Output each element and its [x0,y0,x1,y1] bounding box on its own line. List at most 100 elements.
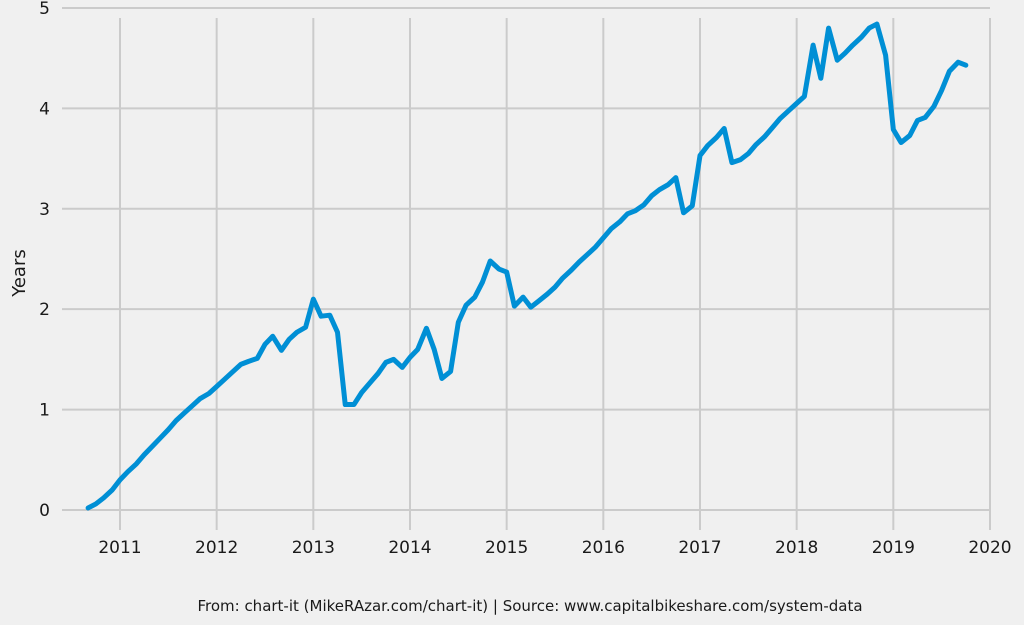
data-point [320,315,322,317]
source-caption: From: chart-it (MikeRAzar.com/chart-it) … [197,597,862,615]
x-tick-label: 2012 [195,538,238,558]
data-point [803,95,806,97]
data-point [385,361,387,363]
y-tick-label: 2 [39,300,50,320]
data-point [119,479,121,481]
data-point [216,385,218,388]
data-point [288,338,290,340]
data-point [570,269,573,271]
data-point [223,378,225,381]
data-point [329,314,331,316]
data-point [860,36,863,38]
data-point [562,277,564,279]
x-tick-label: 2018 [775,538,818,558]
data-point [595,246,597,248]
data-point [95,503,97,505]
data-point [240,363,242,365]
data-point [498,268,500,270]
data-point [764,135,766,138]
data-point [827,27,830,29]
y-tick-label: 1 [39,401,50,421]
data-point [127,471,129,473]
series-layer [85,21,969,511]
y-tick-label: 5 [39,0,50,19]
data-point [336,331,339,333]
data-point [796,102,798,104]
data-point [151,446,153,448]
data-point [377,372,379,375]
data-point [184,411,186,414]
data-point [530,306,532,308]
data-point [312,298,314,300]
data-point [457,321,459,323]
data-point [208,392,210,395]
data-point [619,221,621,223]
x-tick-label: 2017 [678,538,721,558]
data-point [272,335,274,337]
y-tick-label: 3 [39,200,50,220]
grid [62,7,991,530]
series-line-0 [85,21,969,511]
data-point [699,154,701,157]
data-point [506,271,508,273]
data-point [675,177,677,179]
data-point [852,44,854,46]
x-tick-label: 2015 [485,538,528,558]
data-point [634,210,636,212]
data-point [715,136,718,139]
data-point [546,293,548,295]
data-point [933,105,935,107]
data-point [554,286,556,288]
data-point [111,489,113,491]
data-point [522,296,524,298]
data-point [135,463,138,465]
data-point [392,358,395,360]
data-point [755,143,757,146]
data-point [175,420,177,422]
data-point [731,162,733,164]
data-point [474,296,476,298]
x-tick-label: 2016 [582,538,625,558]
data-point [441,377,443,380]
data-point [401,366,403,368]
data-point [900,141,902,144]
x-tick-label: 2020 [968,538,1011,558]
data-point [788,109,790,111]
x-axis-ticks: 2011 2012 2013 2014 2015 2016 2017 2018 2019 2020 [98,538,1011,558]
data-point [836,59,838,61]
data-point [602,237,604,239]
data-point [868,27,870,29]
data-point [948,70,951,72]
data-point [779,117,781,120]
data-point [353,403,355,406]
data-point [610,228,612,230]
data-point [361,391,363,394]
data-point [280,349,283,351]
data-point [957,61,959,63]
data-point [465,304,467,306]
data-point [909,134,911,137]
data-point [450,370,452,373]
data-point [667,184,669,186]
data-point [812,44,814,46]
data-point [916,119,919,122]
x-tick-label: 2019 [872,538,915,558]
data-point [409,356,411,358]
data-point [885,54,887,56]
data-point [87,507,89,509]
data-point [820,77,822,79]
data-point [143,454,145,456]
y-tick-label: 4 [39,99,50,119]
data-point [747,152,749,155]
y-axis-label: Years [9,249,30,298]
data-point [296,331,298,333]
data-point [537,300,540,302]
x-tick-label: 2013 [292,538,335,558]
data-point [256,357,258,359]
data-point [586,254,588,256]
data-point [425,327,428,329]
data-point [489,260,491,262]
data-point [102,497,105,499]
